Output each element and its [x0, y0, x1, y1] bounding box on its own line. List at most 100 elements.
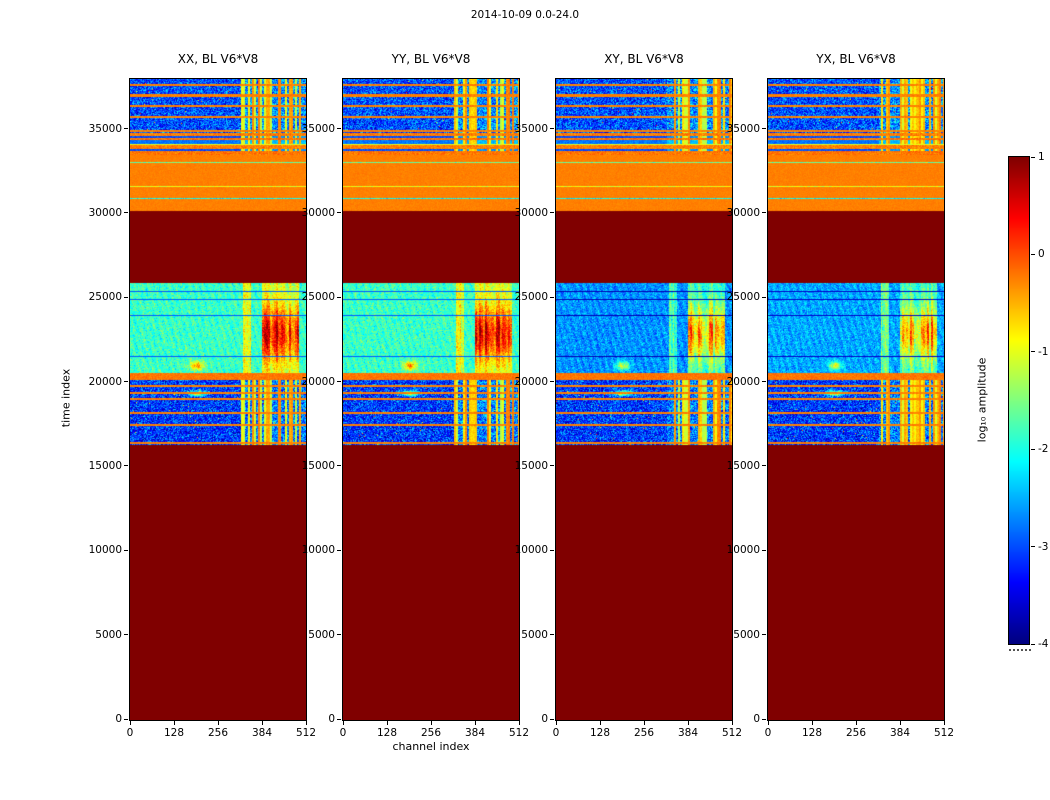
- y-tick-label: 15000: [514, 459, 548, 472]
- x-tick-label: 0: [126, 727, 134, 739]
- y-tick-label: 35000: [514, 122, 548, 135]
- y-tick-label: 20000: [726, 375, 760, 388]
- y-tick-label: 25000: [301, 291, 335, 304]
- x-tick-mark: [811, 721, 813, 725]
- y-tick-mark: [337, 212, 341, 214]
- y-tick-label: 30000: [88, 206, 122, 219]
- colorbar-tick-label: -3: [1038, 540, 1049, 553]
- y-tick-mark: [337, 718, 341, 720]
- y-tick-mark: [550, 549, 554, 551]
- y-tick-label: 35000: [301, 122, 335, 135]
- panel-title-xx: XX, BL V6*V8: [177, 52, 259, 66]
- y-tick-mark: [124, 549, 128, 551]
- x-tick-mark: [217, 721, 219, 725]
- y-tick-mark: [762, 465, 766, 467]
- y-tick-label: 15000: [726, 459, 760, 472]
- figure-suptitle: 2014-10-09 0.0-24.0: [470, 9, 580, 21]
- y-tick-label: 25000: [514, 291, 548, 304]
- y-tick-mark: [337, 128, 341, 130]
- x-axis-label: channel index: [392, 740, 470, 753]
- x-tick-label: 0: [764, 727, 772, 739]
- x-tick-label: 512: [721, 727, 743, 739]
- y-tick-mark: [762, 212, 766, 214]
- x-tick-mark: [386, 721, 388, 725]
- y-tick-mark: [124, 212, 128, 214]
- heatmap-panel-xy: [555, 78, 733, 721]
- y-tick-label: 0: [753, 713, 760, 725]
- y-tick-mark: [762, 381, 766, 383]
- y-tick-mark: [550, 128, 554, 130]
- x-tick-label: 0: [552, 727, 560, 739]
- heatmap-panel-yx: [767, 78, 945, 721]
- y-tick-label: 10000: [514, 544, 548, 557]
- colorbar-tick-mark: [1031, 643, 1035, 645]
- x-tick-label: 256: [420, 727, 442, 739]
- y-tick-mark: [124, 465, 128, 467]
- colorbar-tick-mark: [1031, 156, 1035, 158]
- x-tick-mark: [261, 721, 263, 725]
- colorbar: [1008, 156, 1030, 645]
- y-tick-mark: [124, 634, 128, 636]
- x-tick-label: 384: [889, 727, 911, 739]
- colorbar-tick-label: -2: [1038, 443, 1049, 456]
- x-tick-label: 512: [508, 727, 530, 739]
- colorbar-tick-label: -1: [1038, 345, 1049, 358]
- x-tick-label: 128: [376, 727, 398, 739]
- x-tick-mark: [899, 721, 901, 725]
- y-tick-mark: [762, 128, 766, 130]
- heatmap-panel-xx: [129, 78, 307, 721]
- colorbar-label: log₁₀ amplitude: [975, 357, 989, 443]
- y-tick-mark: [337, 634, 341, 636]
- y-tick-label: 20000: [514, 375, 548, 388]
- x-tick-label: 256: [207, 727, 229, 739]
- x-tick-mark: [518, 721, 520, 725]
- colorbar-tick-mark: [1031, 351, 1035, 353]
- y-tick-mark: [124, 296, 128, 298]
- y-tick-mark: [337, 549, 341, 551]
- y-tick-label: 35000: [88, 122, 122, 135]
- y-tick-label: 15000: [88, 459, 122, 472]
- x-tick-mark: [855, 721, 857, 725]
- x-tick-label: 384: [677, 727, 699, 739]
- y-tick-mark: [550, 718, 554, 720]
- colorbar-tick-mark: [1031, 546, 1035, 548]
- y-tick-mark: [762, 718, 766, 720]
- colorbar-tick-label: 1: [1038, 151, 1045, 163]
- panel-title-yx: YX, BL V6*V8: [816, 52, 896, 66]
- x-tick-label: 128: [589, 727, 611, 739]
- y-tick-label: 20000: [88, 375, 122, 388]
- y-tick-mark: [550, 296, 554, 298]
- heatmap-panel-yy: [342, 78, 520, 721]
- x-tick-label: 384: [464, 727, 486, 739]
- y-tick-label: 30000: [514, 206, 548, 219]
- x-tick-mark: [767, 721, 769, 725]
- y-tick-label: 10000: [88, 544, 122, 557]
- x-tick-mark: [129, 721, 131, 725]
- y-tick-mark: [550, 634, 554, 636]
- colorbar-tick-label: -4: [1038, 638, 1049, 650]
- x-tick-label: 256: [633, 727, 655, 739]
- y-axis-label: time index: [59, 368, 73, 428]
- y-tick-label: 35000: [726, 122, 760, 135]
- y-tick-mark: [124, 381, 128, 383]
- x-tick-label: 0: [339, 727, 347, 739]
- x-tick-mark: [599, 721, 601, 725]
- y-tick-mark: [550, 212, 554, 214]
- panel-title-yy: YY, BL V6*V8: [391, 52, 471, 66]
- x-tick-label: 128: [801, 727, 823, 739]
- x-tick-mark: [474, 721, 476, 725]
- y-tick-mark: [124, 128, 128, 130]
- x-tick-label: 256: [845, 727, 867, 739]
- y-tick-mark: [337, 296, 341, 298]
- x-tick-mark: [731, 721, 733, 725]
- y-tick-label: 15000: [301, 459, 335, 472]
- y-tick-mark: [762, 296, 766, 298]
- y-tick-label: 20000: [301, 375, 335, 388]
- x-tick-mark: [342, 721, 344, 725]
- x-tick-mark: [173, 721, 175, 725]
- colorbar-tick-mark: [1031, 448, 1035, 450]
- y-tick-mark: [337, 465, 341, 467]
- y-tick-label: 5000: [308, 628, 335, 641]
- colorbar-extension-dots: [1009, 649, 1031, 651]
- x-tick-mark: [687, 721, 689, 725]
